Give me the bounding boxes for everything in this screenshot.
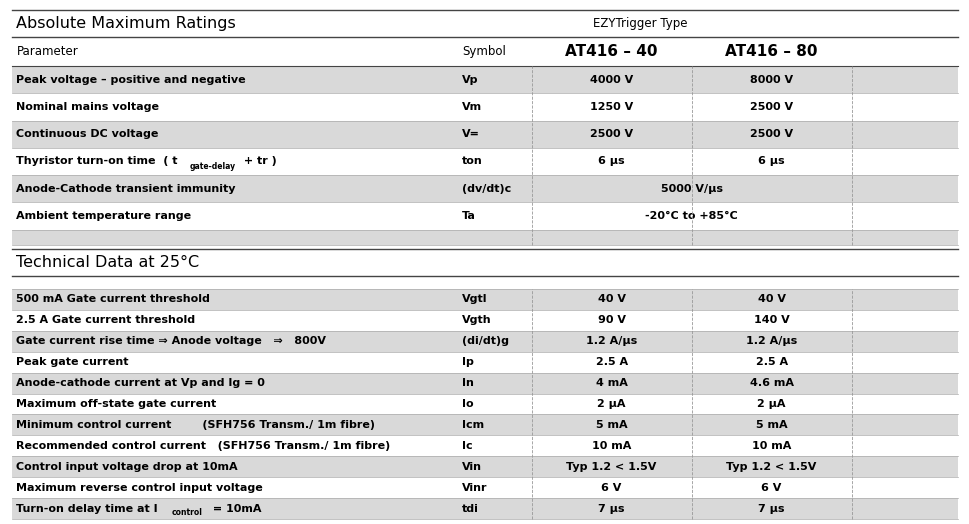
Text: Anode-cathode current at Vp and Ig = 0: Anode-cathode current at Vp and Ig = 0 (16, 378, 266, 388)
Bar (12, 121, 957, 148)
Text: EZYTrigger Type: EZYTrigger Type (592, 17, 687, 30)
Bar (12, 93, 957, 121)
Bar (12, 394, 957, 414)
Text: Anode-Cathode transient immunity: Anode-Cathode transient immunity (16, 183, 235, 194)
Text: 4000 V: 4000 V (589, 74, 633, 85)
Bar (12, 66, 957, 93)
Bar (12, 498, 957, 519)
Text: (dv/dt)c: (dv/dt)c (461, 183, 511, 194)
Text: 6 V: 6 V (761, 483, 781, 493)
Text: Vgtl: Vgtl (461, 294, 486, 304)
Text: AT416 – 40: AT416 – 40 (565, 44, 657, 59)
Text: 2 μA: 2 μA (757, 399, 785, 409)
Bar (12, 175, 957, 202)
Text: Thyristor turn-on time  ( t: Thyristor turn-on time ( t (16, 156, 177, 167)
Text: AT416 – 80: AT416 – 80 (725, 44, 817, 59)
Text: 140 V: 140 V (753, 315, 789, 325)
Text: Nominal mains voltage: Nominal mains voltage (16, 102, 159, 112)
Text: Absolute Maximum Ratings: Absolute Maximum Ratings (16, 16, 236, 31)
Text: control: control (172, 508, 203, 518)
Text: 5000 V/μs: 5000 V/μs (660, 183, 722, 194)
Bar (12, 10, 957, 37)
Bar (12, 310, 957, 331)
Bar (12, 289, 957, 310)
Text: Control input voltage drop at 10mA: Control input voltage drop at 10mA (16, 462, 237, 472)
Text: (di/dt)g: (di/dt)g (461, 336, 508, 346)
Text: 1250 V: 1250 V (589, 102, 633, 112)
Text: 8000 V: 8000 V (749, 74, 793, 85)
Text: 2500 V: 2500 V (749, 129, 793, 139)
Text: 2.5 A: 2.5 A (595, 357, 627, 367)
Text: 4.6 mA: 4.6 mA (749, 378, 793, 388)
Bar (0, 247, 969, 278)
Bar (12, 477, 957, 498)
Text: 6 V: 6 V (601, 483, 621, 493)
Text: V=: V= (461, 129, 479, 139)
Text: Technical Data at 25°C: Technical Data at 25°C (16, 255, 200, 270)
Text: 6 μs: 6 μs (758, 156, 784, 167)
Text: Continuous DC voltage: Continuous DC voltage (16, 129, 159, 139)
Text: 500 mA Gate current threshold: 500 mA Gate current threshold (16, 294, 210, 304)
Text: Maximum off-state gate current: Maximum off-state gate current (16, 399, 216, 409)
Bar (12, 276, 957, 289)
Text: + tr ): + tr ) (239, 156, 276, 167)
Text: 40 V: 40 V (597, 294, 625, 304)
Text: Ic: Ic (461, 441, 472, 451)
Text: Gate current rise time ⇒ Anode voltage   ⇒   800V: Gate current rise time ⇒ Anode voltage ⇒… (16, 336, 327, 346)
Bar (12, 414, 957, 435)
Bar (12, 37, 957, 66)
Text: Turn-on delay time at I: Turn-on delay time at I (16, 504, 158, 514)
Bar (12, 373, 957, 394)
Text: Typ 1.2 < 1.5V: Typ 1.2 < 1.5V (566, 462, 656, 472)
Text: Recommended control current   (SFH756 Transm./ 1m fibre): Recommended control current (SFH756 Tran… (16, 441, 391, 451)
Text: Vm: Vm (461, 102, 482, 112)
Bar (12, 435, 957, 456)
Text: Parameter: Parameter (16, 45, 78, 58)
Text: Icm: Icm (461, 420, 484, 430)
Text: Peak gate current: Peak gate current (16, 357, 129, 367)
Bar (12, 230, 957, 245)
Text: 2.5 A: 2.5 A (755, 357, 787, 367)
Bar (12, 456, 957, 477)
Text: 10 mA: 10 mA (591, 441, 631, 451)
Text: 1.2 A/μs: 1.2 A/μs (585, 336, 637, 346)
Text: Minimum control current        (SFH756 Transm./ 1m fibre): Minimum control current (SFH756 Transm./… (16, 420, 375, 430)
Text: Vin: Vin (461, 462, 482, 472)
Text: gate-delay: gate-delay (189, 161, 235, 171)
Text: In: In (461, 378, 473, 388)
Text: 2500 V: 2500 V (589, 129, 633, 139)
Text: Symbol: Symbol (462, 45, 506, 58)
Text: 2500 V: 2500 V (749, 102, 793, 112)
Text: Vp: Vp (461, 74, 478, 85)
Text: Vinr: Vinr (461, 483, 486, 493)
Text: 2 μA: 2 μA (597, 399, 625, 409)
Text: 4 mA: 4 mA (595, 378, 627, 388)
Text: Ta: Ta (461, 211, 475, 221)
Text: 10 mA: 10 mA (751, 441, 791, 451)
Text: 90 V: 90 V (597, 315, 625, 325)
Text: 5 mA: 5 mA (755, 420, 787, 430)
Bar (12, 202, 957, 230)
Bar (12, 331, 957, 352)
Text: Vgth: Vgth (461, 315, 491, 325)
Text: tdi: tdi (461, 504, 478, 514)
Text: Ambient temperature range: Ambient temperature range (16, 211, 192, 221)
Text: 1.2 A/μs: 1.2 A/μs (745, 336, 797, 346)
Text: 7 μs: 7 μs (758, 504, 784, 514)
Text: ton: ton (461, 156, 482, 167)
Text: Typ 1.2 < 1.5V: Typ 1.2 < 1.5V (726, 462, 816, 472)
Text: 6 μs: 6 μs (598, 156, 624, 167)
Text: Io: Io (461, 399, 473, 409)
Bar (12, 352, 957, 373)
Bar (12, 148, 957, 175)
Text: 5 mA: 5 mA (595, 420, 627, 430)
Text: -20°C to +85°C: -20°C to +85°C (644, 211, 737, 221)
Text: Maximum reverse control input voltage: Maximum reverse control input voltage (16, 483, 263, 493)
Text: = 10mA: = 10mA (208, 504, 261, 514)
Text: Ip: Ip (461, 357, 473, 367)
Text: 2.5 A Gate current threshold: 2.5 A Gate current threshold (16, 315, 196, 325)
Text: Peak voltage – positive and negative: Peak voltage – positive and negative (16, 74, 246, 85)
Text: 7 μs: 7 μs (598, 504, 624, 514)
Text: 40 V: 40 V (757, 294, 785, 304)
